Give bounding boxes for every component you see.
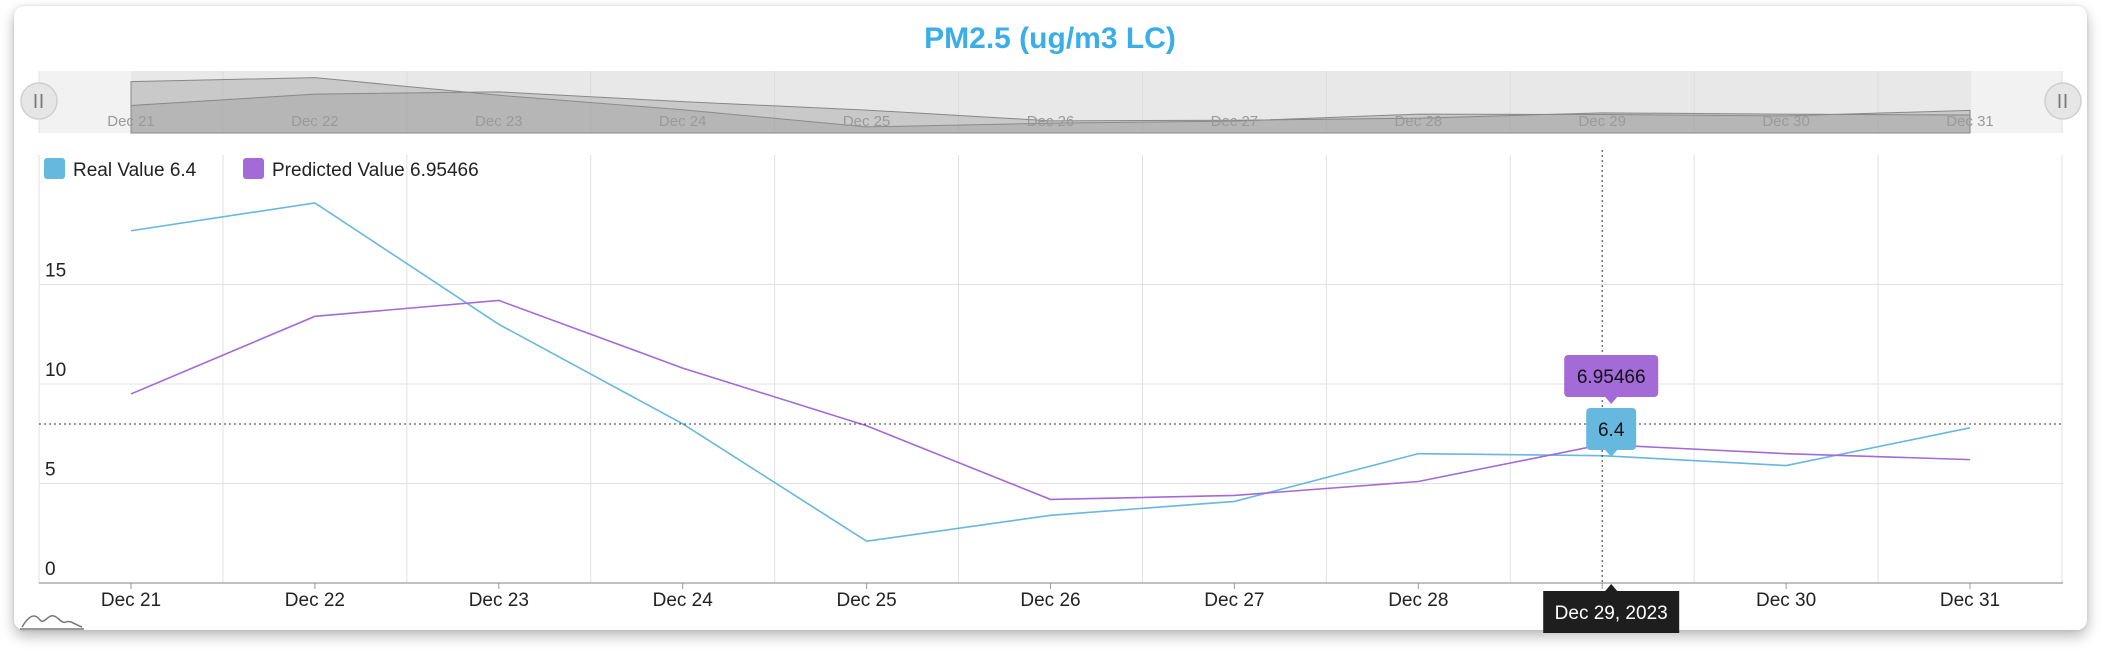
legend-label-real: Real Value 6.4 [73, 160, 197, 181]
x-tick-label: Dec 21 [101, 590, 161, 611]
range-navigator[interactable]: Dec 21 Dec 22 Dec 23 Dec 24 Dec 25 Dec 26 Dec … [38, 71, 2063, 134]
y-tick-label: 0 [45, 559, 56, 580]
x-tick-label: Dec 25 [836, 590, 896, 611]
data-point[interactable] [313, 314, 317, 318]
x-tick-label: Dec 30 [1756, 590, 1816, 611]
tooltip-predicted-box [1564, 355, 1659, 397]
navigator-tick-label: Dec 31 [1946, 113, 1994, 130]
tooltip-real-box [1586, 408, 1637, 450]
tooltip-date-label: Dec 29, 2023 [1555, 603, 1668, 624]
scroll-right-handle[interactable] [2044, 82, 2082, 120]
tooltip-predicted-pointer [1605, 397, 1618, 404]
navigator-tick-label: Dec 22 [291, 113, 339, 130]
series-line-real-value[interactable] [130, 202, 1971, 543]
data-point[interactable] [1048, 513, 1052, 517]
x-tick-label: Dec 22 [285, 590, 345, 611]
legend-item-predicted-value[interactable]: Predicted Value 6.95466 [243, 158, 479, 181]
navigator-tick-label: Dec 27 [1211, 113, 1259, 130]
data-point[interactable] [313, 201, 317, 205]
x-axis: Dec 21 Dec 22 Dec 23 Dec 24 Dec 25 Dec 26 Dec … [101, 583, 2000, 611]
navigator-series-real-value [130, 77, 1971, 134]
data-point[interactable] [1416, 451, 1420, 455]
tooltip-real-pointer [1605, 450, 1618, 457]
series-lines [129, 201, 1972, 543]
tooltips: 6.95466 6.4 Dec 29, 2023 [1543, 355, 1680, 633]
plot-grid [38, 155, 2063, 584]
data-point[interactable] [864, 539, 868, 543]
tooltip-predicted-value: 6.95466 [1577, 367, 1646, 388]
navigator-series-predicted-value [130, 91, 1971, 134]
data-point[interactable] [1232, 493, 1236, 497]
y-tick-label: 5 [45, 460, 56, 481]
data-point[interactable] [497, 298, 501, 302]
pause-handle-icon [34, 94, 43, 108]
x-tick-label: Dec 31 [1940, 590, 2000, 611]
legend-item-real-value[interactable]: Real Value 6.4 [44, 158, 197, 181]
data-point[interactable] [1232, 499, 1236, 503]
series-line-predicted-value[interactable] [130, 299, 1971, 501]
data-point[interactable] [681, 366, 685, 370]
navigator-tick-label: Dec 24 [659, 113, 707, 130]
x-tick-label: Dec 28 [1388, 590, 1448, 611]
mountain-chart-icon [20, 615, 84, 630]
data-point[interactable] [129, 392, 133, 396]
data-point[interactable] [129, 229, 133, 233]
data-point[interactable] [1784, 463, 1788, 467]
legend-label-predicted: Predicted Value 6.95466 [272, 160, 479, 181]
data-point[interactable] [1968, 457, 1972, 461]
navigator-tick-label: Dec 25 [843, 113, 891, 130]
data-point[interactable] [1048, 497, 1052, 501]
tooltip-real-value: 6.4 [1598, 420, 1625, 441]
x-tick-label: Dec 27 [1204, 590, 1264, 611]
navigator-tick-label: Dec 29 [1578, 113, 1626, 130]
navigator-tick-label: Dec 30 [1762, 113, 1810, 130]
y-tick-label: 15 [45, 261, 66, 282]
navigator-selection[interactable] [131, 71, 1971, 133]
legend: Real Value 6.4 Predicted Value 6.95466 [44, 158, 479, 181]
legend-swatch-predicted [243, 158, 264, 179]
legend-swatch-real [44, 158, 65, 179]
data-point[interactable] [1968, 426, 1972, 430]
tooltip-date-box [1543, 591, 1680, 633]
navigator-tick-label: Dec 28 [1395, 113, 1443, 130]
y-tick-label: 10 [45, 360, 66, 381]
navigator-tick-label: Dec 21 [107, 113, 155, 130]
tooltip-date-pointer [1605, 584, 1618, 591]
scroll-left-handle[interactable] [20, 82, 58, 120]
y-axis: 0 5 10 15 [45, 261, 66, 581]
data-point[interactable] [1416, 479, 1420, 483]
x-tick-label: Dec 26 [1020, 590, 1080, 611]
x-tick-label: Dec 23 [469, 590, 529, 611]
data-point[interactable] [1784, 451, 1788, 455]
navigator-toggle[interactable] [20, 615, 84, 630]
navigator-tick-label: Dec 23 [475, 113, 523, 130]
navigator-tick-label: Dec 26 [1027, 113, 1075, 130]
chart-title: PM2.5 (ug/m3 LC) [924, 22, 1176, 55]
crosshair [39, 150, 2063, 583]
pause-handle-icon [2058, 94, 2067, 108]
data-point[interactable] [497, 322, 501, 326]
x-tick-label: Dec 24 [653, 590, 714, 611]
